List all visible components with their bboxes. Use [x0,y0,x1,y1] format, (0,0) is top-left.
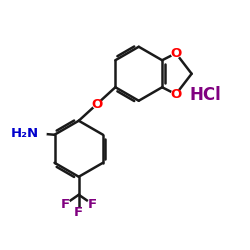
Text: F: F [60,198,70,211]
Circle shape [172,90,180,99]
Text: F: F [88,198,97,211]
Circle shape [32,126,46,140]
Text: F: F [74,206,83,219]
Text: O: O [170,88,181,101]
Text: HCl: HCl [189,86,221,104]
Circle shape [92,100,102,108]
Circle shape [74,208,84,218]
Circle shape [88,199,98,209]
Text: O: O [170,47,181,60]
Text: O: O [92,98,103,110]
Circle shape [60,199,70,209]
Text: H₂N: H₂N [11,127,39,140]
Circle shape [172,49,180,58]
